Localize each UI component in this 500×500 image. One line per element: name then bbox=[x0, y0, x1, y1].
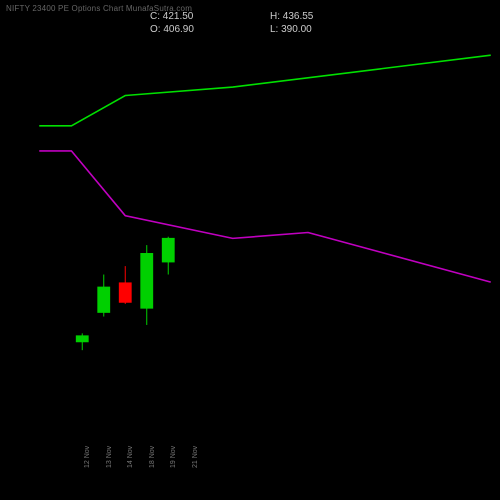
x-axis-label: 21 Nov bbox=[192, 446, 199, 468]
x-axis-label: 19 Nov bbox=[170, 446, 177, 468]
x-axis-label: 14 Nov bbox=[127, 446, 134, 468]
x-axis-label: 12 Nov bbox=[84, 446, 91, 468]
x-axis-label: 13 Nov bbox=[106, 446, 113, 468]
x-axis-label: 18 Nov bbox=[149, 446, 156, 468]
chart-plot bbox=[0, 0, 500, 500]
